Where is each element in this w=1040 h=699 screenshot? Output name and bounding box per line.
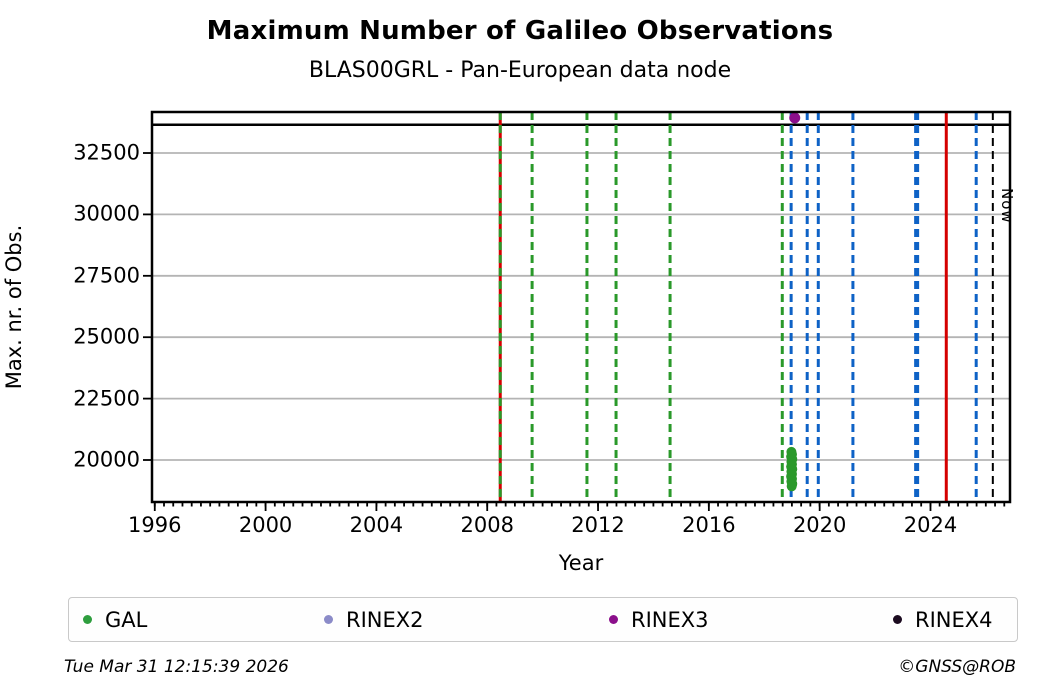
x-axis-title: Year — [558, 551, 604, 575]
data-point-rinex3 — [789, 112, 801, 124]
legend: GAL RINEX2 RINEX3 RINEX4 — [68, 597, 1018, 642]
y-tick-label: 30000 — [73, 201, 140, 226]
plot-area — [143, 110, 1012, 511]
legend-marker-icon — [609, 615, 618, 624]
legend-label: RINEX2 — [346, 607, 424, 632]
x-tick-label: 2020 — [792, 513, 847, 537]
x-tick-label: 2000 — [238, 513, 293, 537]
axes-frame — [150, 110, 1012, 504]
now-annotation: Now — [998, 188, 1016, 224]
y-tick-label: 20000 — [73, 447, 140, 472]
y-tick-label: 25000 — [73, 324, 140, 349]
legend-marker-icon — [893, 615, 902, 624]
chart-subtitle: BLAS00GRL - Pan-European data node — [308, 58, 732, 83]
data-point-gal — [786, 481, 797, 492]
legend-label: RINEX4 — [915, 607, 993, 632]
legend-item-rinex2: RINEX2 — [324, 598, 424, 641]
y-tick-label: 22500 — [73, 386, 140, 411]
x-tick-label: 2024 — [903, 513, 958, 537]
x-tick-label: 2004 — [349, 513, 404, 537]
legend-item-gal: GAL — [83, 598, 147, 641]
chart-title: Maximum Number of Galileo Observations — [206, 16, 834, 46]
legend-marker-icon — [324, 615, 333, 624]
credit-text: ©GNSS@ROB — [898, 657, 1016, 677]
x-tick-label: 2008 — [460, 513, 514, 537]
legend-item-rinex3: RINEX3 — [609, 598, 709, 641]
y-tick-label: 27500 — [73, 263, 140, 288]
plot-canvas — [143, 110, 1012, 511]
x-tick-label: 2012 — [571, 513, 625, 537]
legend-marker-icon — [83, 615, 92, 624]
legend-item-rinex4: RINEX4 — [893, 598, 993, 641]
x-tick-label: 2016 — [682, 513, 736, 537]
legend-label: GAL — [105, 607, 148, 632]
timestamp-text: Tue Mar 31 12:15:39 2026 — [64, 657, 289, 677]
x-tick-label: 1996 — [128, 513, 182, 537]
y-tick-label: 32500 — [73, 140, 140, 165]
y-axis-title: Max. nr. of Obs. — [2, 224, 26, 390]
legend-label: RINEX3 — [631, 607, 709, 632]
